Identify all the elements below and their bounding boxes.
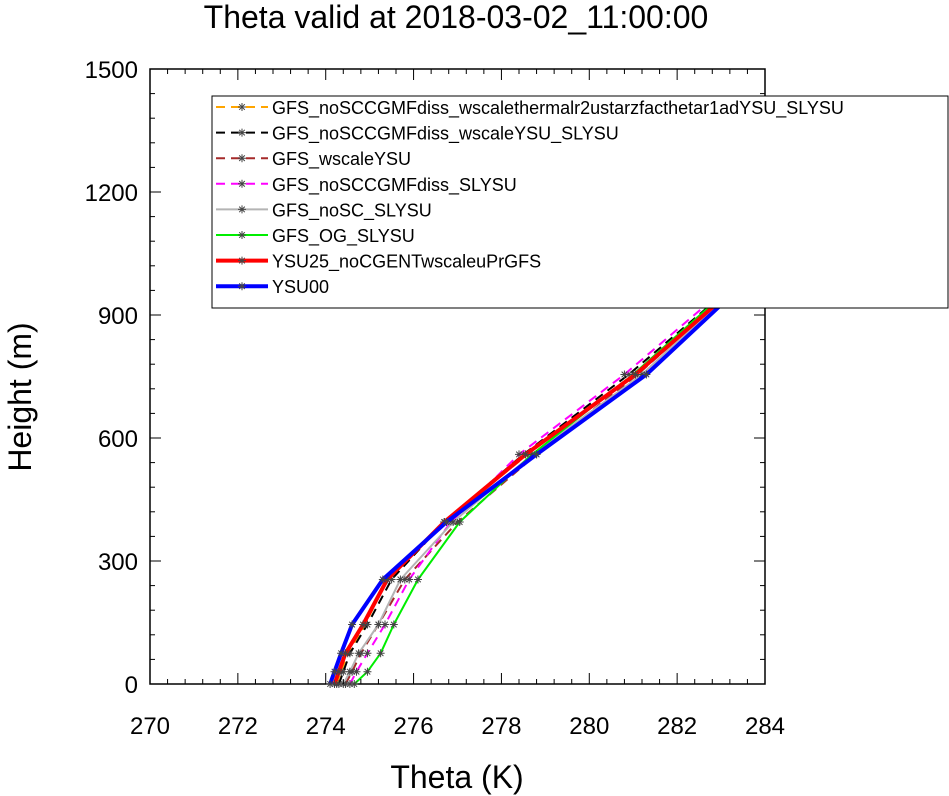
legend-label: GFS_noSC_SLYSU [272, 200, 432, 221]
data-point [528, 450, 537, 459]
y-tick-label: 300 [98, 549, 138, 576]
data-point [381, 620, 390, 629]
series-line-8 [328, 244, 767, 685]
data-point [400, 575, 409, 584]
data-point [631, 370, 640, 379]
series-line-4 [349, 244, 764, 685]
data-point [330, 667, 339, 676]
axis-ticks: 270 272 274 276 278 280 282 284 0 300 600 900 1200 15… [85, 57, 785, 740]
y-tick-label: 0 [125, 672, 138, 699]
legend-marker [238, 103, 246, 111]
data-point [341, 649, 350, 658]
data-point [363, 649, 372, 658]
y-tick-label: 1200 [85, 180, 138, 207]
data-point [339, 667, 348, 676]
data-point [363, 620, 372, 629]
x-tick-label: 284 [745, 713, 785, 740]
data-point [620, 370, 629, 379]
data-point [642, 370, 651, 379]
y-tick-label: 1500 [85, 57, 138, 84]
data-point [638, 370, 646, 379]
data-point [345, 649, 354, 658]
data-point [405, 575, 414, 584]
x-tick-label: 280 [569, 713, 609, 740]
data-point [334, 667, 343, 676]
data-point [532, 450, 541, 459]
legend-marker [238, 231, 246, 239]
legend-label: GFS_noSCCGMFdiss_wscaleYSU_SLYSU [272, 124, 619, 145]
data-point [521, 450, 530, 459]
x-tick-label: 278 [481, 713, 521, 740]
legend-label: YSU25_noCGENTwscaleuPrGFS [272, 252, 541, 273]
chart-title: Theta valid at 2018-03-02_11:00:00 [204, 0, 709, 35]
y-axis-label: Height (m) [2, 322, 38, 471]
legend-marker [238, 128, 246, 137]
data-point [515, 450, 523, 459]
legend-label: YSU00 [272, 277, 329, 297]
data-point [330, 680, 339, 688]
data-point [378, 575, 387, 584]
y-tick-label: 600 [98, 426, 138, 453]
data-point [350, 680, 359, 688]
series-line-1 [335, 244, 766, 685]
data-point [413, 575, 422, 584]
data-point [363, 667, 372, 676]
legend-label: GFS_noSCCGMFdiss_wscalethermalr2ustarzfa… [272, 98, 844, 119]
data-point [348, 620, 357, 629]
x-tick-label: 270 [130, 713, 170, 740]
data-point [337, 649, 346, 658]
legend-label: GFS_noSCCGMFdiss_SLYSU [272, 175, 517, 196]
x-tick-label: 282 [657, 713, 697, 740]
data-point [374, 620, 383, 629]
data-point [345, 680, 354, 688]
data-point [442, 518, 451, 527]
legend-box [211, 95, 949, 309]
y-tick-label: 900 [98, 303, 138, 330]
legend-marker [238, 154, 246, 163]
data-point [345, 667, 354, 676]
plot-area [149, 68, 767, 688]
data-point [396, 575, 405, 584]
legend-marker [238, 205, 246, 214]
series-line-7 [332, 244, 767, 685]
data-point [455, 518, 464, 527]
plot-frame [149, 68, 766, 685]
data-point [352, 667, 361, 676]
x-tick-label: 272 [218, 713, 258, 740]
data-point [387, 575, 396, 584]
legend: GFS_noSCCGMFdiss_wscalethermalr2ustarzfa… [211, 95, 949, 309]
data-point [359, 620, 368, 629]
legend-label: GFS_OG_SLYSU [272, 226, 415, 247]
legend-marker [238, 256, 246, 265]
series-line-5 [342, 244, 766, 685]
data-point [376, 649, 385, 658]
data-point [624, 370, 633, 379]
legend-marker [238, 179, 246, 188]
data-point [449, 518, 458, 527]
data-point [383, 575, 392, 584]
data-point [334, 680, 343, 688]
legend-label: GFS_wscaleYSU [272, 149, 411, 170]
data-point [389, 620, 398, 629]
x-tick-label: 276 [394, 713, 434, 740]
data-point [354, 649, 363, 658]
x-axis-label: Theta (K) [390, 759, 523, 795]
x-tick-label: 274 [306, 713, 346, 740]
legend-marker [238, 282, 246, 291]
data-point [326, 680, 335, 688]
series-line-6 [353, 244, 766, 685]
